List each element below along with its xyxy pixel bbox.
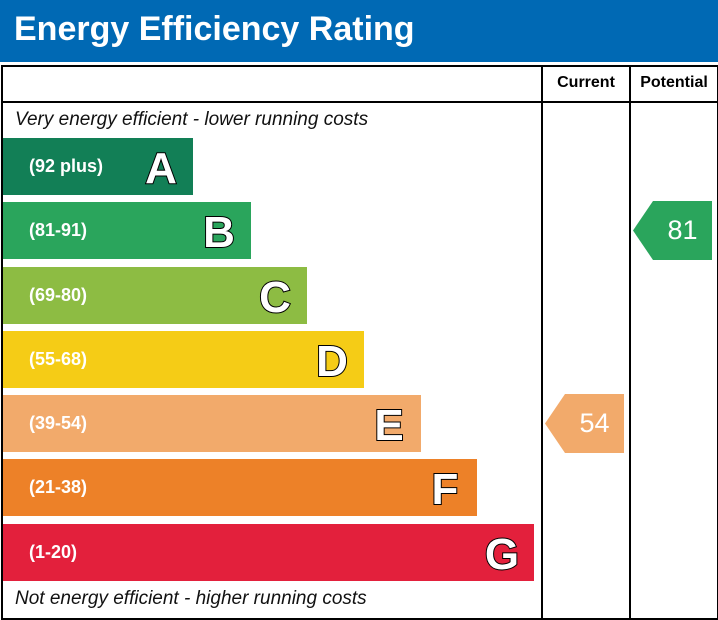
band-letter: E — [373, 400, 404, 451]
column-divider — [629, 65, 631, 618]
band-range-label: (55-68) — [29, 349, 88, 369]
band-range-label: (21-38) — [29, 477, 88, 497]
chart-title: Energy Efficiency Rating — [14, 10, 415, 48]
band-b: (81-91) B — [3, 202, 251, 259]
svg-text:B: B — [203, 208, 235, 257]
band-range-label: (81-91) — [29, 220, 88, 240]
top-note: Very energy efficient - lower running co… — [15, 109, 369, 130]
current-column-header: Current — [557, 74, 615, 91]
band-range-label: (39-54) — [29, 413, 88, 433]
bottom-note: Not energy efficient - higher running co… — [15, 588, 367, 609]
header-divider — [1, 101, 717, 103]
band-letter: A — [144, 143, 178, 194]
band-a: (92 plus) A — [3, 138, 193, 195]
band-range-label: (69-80) — [29, 285, 88, 305]
band-d: (55-68) D — [3, 331, 364, 388]
band-g: (1-20) G — [3, 524, 534, 581]
band-letter: F — [431, 464, 460, 515]
band-letter: G — [484, 529, 520, 580]
title-bar: Energy Efficiency Rating — [0, 0, 718, 62]
potential-rating-arrow: 81 — [633, 201, 712, 260]
band-c: (69-80) C — [3, 267, 307, 324]
svg-text:D: D — [316, 337, 348, 386]
svg-text:F: F — [432, 465, 459, 514]
band-range-label: (92 plus) — [29, 156, 104, 176]
svg-text:C: C — [259, 273, 291, 322]
band-e: (39-54) E — [3, 395, 421, 452]
svg-text:E: E — [374, 401, 403, 450]
current-rating-value: 54 — [579, 408, 610, 438]
column-divider — [541, 65, 543, 618]
band-letter: D — [315, 336, 349, 387]
potential-column-header: Potential — [640, 74, 708, 91]
band-letter: C — [258, 272, 292, 323]
band-letter: B — [202, 207, 236, 258]
band-f: (21-38) F — [3, 459, 477, 516]
current-rating-arrow: 54 — [545, 394, 624, 453]
potential-rating-value: 81 — [667, 215, 698, 245]
svg-text:A: A — [145, 144, 177, 193]
svg-text:G: G — [485, 530, 519, 579]
band-range-label: (1-20) — [29, 542, 78, 562]
